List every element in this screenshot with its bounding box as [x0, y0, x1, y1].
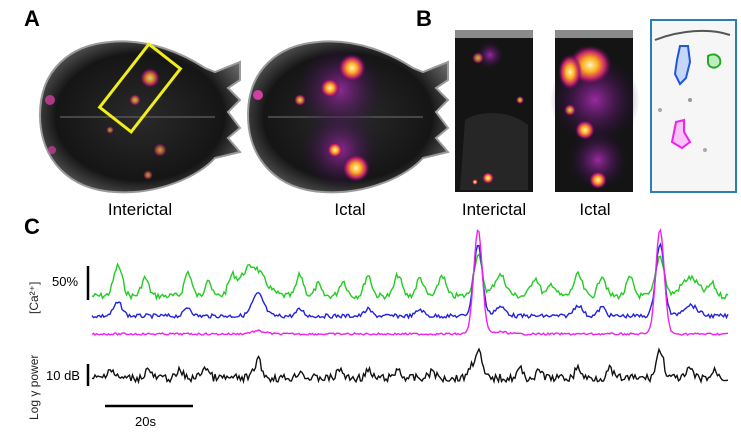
time-scale-label: 20s	[135, 414, 156, 429]
roi-blue	[673, 45, 692, 86]
roi-inset	[650, 19, 737, 193]
panel-letter-c: C	[24, 214, 40, 239]
ca-scale-label: 50%	[52, 274, 79, 289]
panel-letter-b: B	[416, 6, 432, 31]
trace-green-roi	[91, 253, 729, 301]
trace-magenta-roi	[91, 228, 729, 337]
brain-interictal-b	[455, 30, 533, 192]
panel-letter-a: A	[24, 6, 40, 31]
trace-blue-roi	[91, 242, 729, 320]
trace-lfp-power	[91, 347, 729, 385]
roi-magenta	[670, 118, 692, 150]
caption-ictal-b: Ictal	[579, 200, 611, 219]
caption-interictal-a: Interictal	[107, 200, 173, 219]
caption-ictal-a: Ictal	[334, 200, 366, 219]
brain-ictal-a	[246, 40, 450, 194]
caption-interictal-b: Interictal	[461, 200, 527, 219]
lfp-scale-label: 10 dB	[46, 368, 80, 383]
brain-ictal-b	[550, 30, 640, 192]
highlight-box	[97, 42, 183, 134]
brain-interictal-a	[38, 40, 242, 194]
lfp-axis-label: Log γ power	[27, 354, 41, 420]
ca-axis-label: [Ca²⁺]	[27, 281, 41, 314]
roi-green	[707, 53, 722, 69]
